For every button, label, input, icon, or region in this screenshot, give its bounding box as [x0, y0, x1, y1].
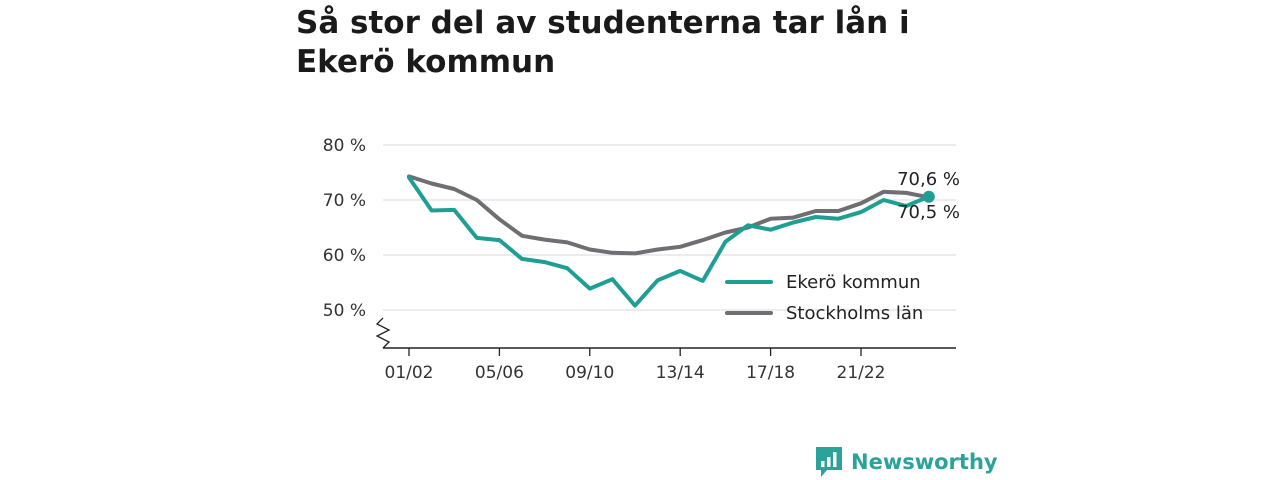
end-labels: 70,6 % 70,5 %: [897, 169, 960, 223]
newsworthy-logo: Newsworthy: [815, 446, 998, 478]
x-tick-label: 21/22: [837, 363, 886, 383]
x-tick-label: 01/02: [385, 363, 434, 383]
series-line-stockholm: [407, 174, 931, 256]
y-tick-label: 80 %: [323, 136, 366, 156]
series-lines: [407, 174, 935, 308]
bar-chart-speech-bubble-icon: [816, 447, 842, 477]
legend-label: Ekerö kommun: [786, 272, 921, 293]
y-tick-label: 50 %: [323, 301, 366, 321]
x-tick-label: 13/14: [656, 363, 705, 383]
legend: Ekerö kommun Stockholms län: [725, 272, 923, 324]
x-tick-label: 09/10: [565, 363, 614, 383]
legend-label: Stockholms län: [786, 303, 923, 324]
y-tick-label: 60 %: [323, 246, 366, 266]
y-axis-ticks: 50 % 60 % 70 % 80 %: [323, 136, 366, 321]
ekero-end-label: 70,6 %: [897, 169, 960, 190]
y-tick-label: 70 %: [323, 191, 366, 211]
x-axis-ticks: 01/02 05/06 09/10 13/14 17/18 21/22: [385, 348, 886, 383]
ekero-end-point: [922, 190, 935, 203]
gridlines: [383, 144, 956, 311]
axis-break-icon: [375, 317, 391, 349]
chart-title: Så stor del av studenterna tar lån i Eke…: [296, 5, 910, 80]
x-tick-label: 05/06: [475, 363, 524, 383]
stockholm-end-label: 70,5 %: [897, 202, 960, 223]
brand-name: Newsworthy: [851, 450, 998, 474]
x-tick-label: 17/18: [746, 363, 795, 383]
series-line-ekero: [407, 175, 931, 308]
